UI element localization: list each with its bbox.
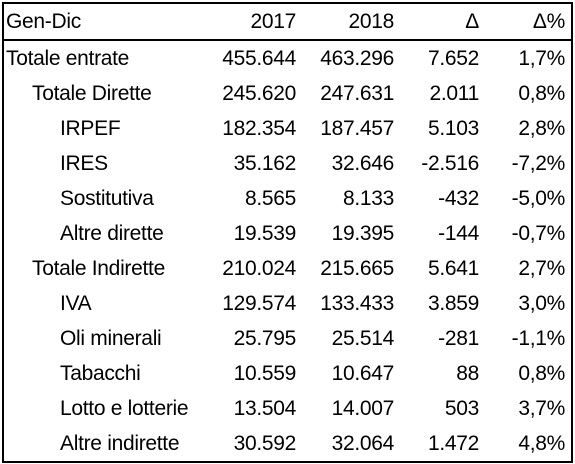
value-2018: 14.007 (331, 396, 395, 420)
value-delta: -432 (438, 186, 479, 210)
header-period: Gen-Dic (4, 4, 204, 41)
value-delta-percent: -1,1% (511, 326, 566, 350)
value-2018: 32.646 (331, 151, 395, 175)
value-2017: 129.574 (222, 291, 296, 315)
row-label: Altre indirette (60, 431, 180, 455)
value-delta-percent: 2,7% (518, 256, 565, 280)
value-delta-percent: 2,8% (518, 116, 565, 140)
row-label: Sostitutiva (60, 186, 154, 210)
header-delta-percent: Δ% (485, 4, 571, 41)
table-row: IRPEF 182.354 187.457 5.103 2,8% (4, 111, 571, 146)
value-delta: 88 (456, 361, 479, 385)
value-2018: 25.514 (331, 326, 395, 350)
value-delta-percent: -0,7% (511, 221, 566, 245)
table-row: Altre indirette 30.592 32.064 1.472 4,8% (4, 426, 571, 461)
value-delta: 503 (444, 396, 479, 420)
value-delta: 5.103 (427, 116, 479, 140)
table-row: Oli minerali 25.795 25.514 -281 -1,1% (4, 321, 571, 356)
row-label: Totale Indirette (32, 256, 165, 280)
value-delta-percent: -7,2% (511, 151, 566, 175)
table-row: Totale Dirette 245.620 247.631 2.011 0,8% (4, 76, 571, 111)
value-delta: 5.641 (427, 256, 479, 280)
row-label: Totale Dirette (32, 81, 152, 105)
value-2017: 19.539 (233, 221, 297, 245)
value-delta: 3.859 (427, 291, 479, 315)
row-label: IRES (60, 151, 108, 175)
table-row: Sostitutiva 8.565 8.133 -432 -5,0% (4, 181, 571, 216)
value-2017: 8.565 (244, 186, 296, 210)
value-delta-percent: 3,7% (518, 396, 565, 420)
table-row: Lotto e lotterie 13.504 14.007 503 3,7% (4, 391, 571, 426)
value-delta-percent: 0,8% (518, 361, 565, 385)
value-delta-percent: -5,0% (511, 186, 566, 210)
value-delta: 1.472 (427, 431, 479, 455)
value-2018: 247.631 (320, 81, 394, 105)
value-2018: 215.665 (320, 256, 394, 280)
value-delta: -144 (438, 221, 479, 245)
value-2017: 25.795 (233, 326, 297, 350)
value-2018: 8.133 (342, 186, 394, 210)
value-2017: 210.024 (222, 256, 296, 280)
value-2017: 13.504 (233, 396, 297, 420)
row-label: IVA (60, 291, 92, 315)
table-row: Totale Indirette 210.024 215.665 5.641 2,7% (4, 251, 571, 286)
header-delta: Δ (400, 4, 485, 41)
value-2017: 455.644 (222, 46, 296, 70)
value-2018: 32.064 (331, 431, 395, 455)
row-label: Oli minerali (60, 326, 162, 350)
table-body: Totale entrate 455.644 463.296 7.652 1,7% Tot… (4, 40, 571, 461)
table-row: Altre dirette 19.539 19.395 -144 -0,7% (4, 216, 571, 251)
value-delta-percent: 3,0% (518, 291, 565, 315)
value-2018: 10.647 (331, 361, 395, 385)
header-year-2018: 2018 (302, 4, 400, 41)
row-label: Totale entrate (6, 46, 130, 70)
value-2017: 10.559 (233, 361, 297, 385)
value-2017: 182.354 (222, 116, 296, 140)
value-2017: 35.162 (233, 151, 297, 175)
row-label: Tabacchi (60, 361, 141, 385)
row-label: Altre dirette (60, 221, 164, 245)
value-2018: 19.395 (331, 221, 395, 245)
row-label: Lotto e lotterie (60, 396, 189, 420)
value-delta: -281 (438, 326, 479, 350)
table-row: IRES 35.162 32.646 -2.516 -7,2% (4, 146, 571, 181)
value-2018: 463.296 (320, 46, 394, 70)
value-2017: 30.592 (233, 431, 297, 455)
value-delta: 2.011 (429, 81, 480, 105)
table-row: Totale entrate 455.644 463.296 7.652 1,7% (4, 40, 571, 76)
value-delta-percent: 1,7% (518, 46, 565, 70)
header-row: Gen-Dic 2017 2018 Δ Δ% (4, 4, 571, 41)
value-delta: -2.516 (421, 151, 479, 175)
table-row: IVA 129.574 133.433 3.859 3,0% (4, 286, 571, 321)
value-2018: 133.433 (320, 291, 394, 315)
header-year-2017: 2017 (204, 4, 302, 41)
row-label: IRPEF (60, 116, 121, 140)
revenue-table: Gen-Dic 2017 2018 Δ Δ% Totale entrate 455… (4, 4, 571, 461)
table-row: Tabacchi 10.559 10.647 88 0,8% (4, 356, 571, 391)
value-2017: 245.620 (222, 81, 296, 105)
value-2018: 187.457 (320, 116, 394, 140)
value-delta: 7.652 (427, 46, 479, 70)
value-delta-percent: 4,8% (518, 431, 565, 455)
value-delta-percent: 0,8% (518, 81, 565, 105)
